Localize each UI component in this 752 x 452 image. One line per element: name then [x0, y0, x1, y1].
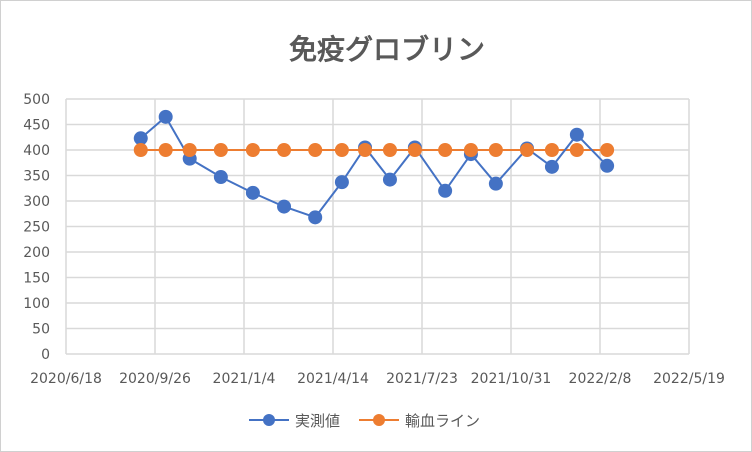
y-tick-label: 150	[23, 271, 50, 287]
y-tick-label: 50	[32, 322, 50, 338]
data-point	[520, 143, 535, 157]
legend-marker	[373, 414, 385, 426]
data-point	[569, 143, 584, 157]
x-tick-label: 2021/10/31	[471, 371, 552, 387]
data-point	[382, 143, 397, 157]
data-point	[463, 143, 478, 157]
y-tick-label: 250	[23, 220, 50, 236]
data-point	[438, 183, 453, 198]
chart-title: 免疫グロブリン	[289, 33, 485, 66]
series-line	[140, 115, 608, 219]
x-tick-label: 2022/5/19	[653, 371, 725, 387]
y-tick-label: 200	[23, 245, 50, 261]
x-tick-label: 2020/9/26	[119, 371, 191, 387]
data-point	[334, 175, 349, 190]
data-point	[407, 143, 422, 157]
y-tick-label: 350	[23, 169, 50, 185]
data-point	[488, 176, 503, 191]
data-point	[544, 143, 559, 157]
data-point	[308, 143, 323, 157]
data-point	[544, 159, 559, 174]
data-point	[277, 143, 292, 157]
data-point	[277, 199, 292, 214]
data-point	[488, 143, 503, 157]
x-tick-label: 2021/1/4	[213, 371, 276, 387]
data-point	[334, 143, 349, 157]
data-point	[438, 143, 453, 157]
data-point	[133, 143, 148, 157]
data-point	[133, 131, 148, 146]
data-point	[600, 143, 615, 157]
data-point	[158, 143, 173, 157]
x-tick-label: 2022/2/8	[569, 371, 632, 387]
data-point	[245, 185, 260, 200]
data-point	[358, 143, 373, 157]
y-tick-label: 450	[23, 118, 50, 134]
y-tick-label: 0	[41, 347, 50, 363]
x-tick-label: 2021/7/23	[386, 371, 458, 387]
legend-label: 実測値	[295, 412, 340, 430]
data-point	[213, 170, 228, 185]
legend-marker	[263, 414, 275, 426]
data-point	[569, 127, 584, 142]
data-point	[182, 143, 197, 157]
data-point	[245, 143, 260, 157]
y-tick-label: 500	[23, 92, 50, 108]
y-tick-label: 400	[23, 143, 50, 159]
legend-label: 輸血ライン	[405, 412, 480, 430]
y-tick-label: 100	[23, 296, 50, 312]
data-point	[382, 172, 397, 187]
data-point	[600, 158, 615, 173]
x-tick-label: 2021/4/14	[297, 371, 369, 387]
data-point	[213, 143, 228, 157]
y-tick-label: 300	[23, 194, 50, 210]
data-point	[308, 210, 323, 225]
data-point	[158, 109, 173, 124]
x-tick-label: 2020/6/18	[30, 371, 102, 387]
